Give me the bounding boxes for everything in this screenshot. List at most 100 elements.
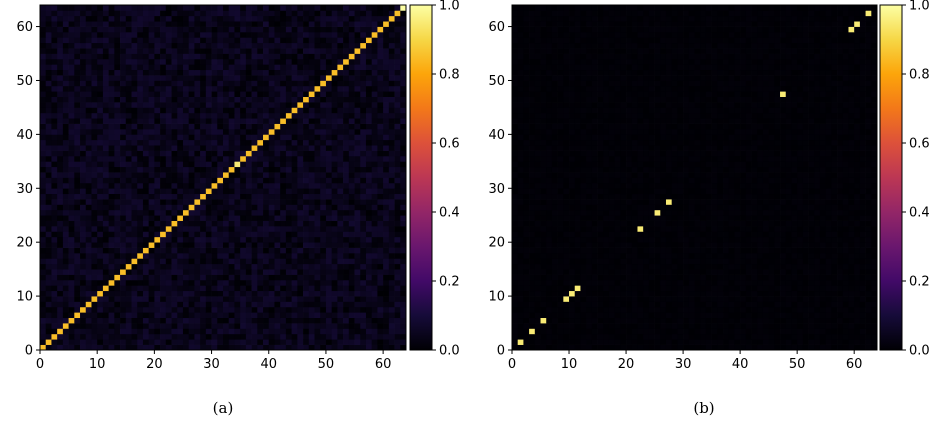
heatmap-cell bbox=[383, 274, 390, 281]
heatmap-cell bbox=[211, 339, 218, 345]
heatmap-cell bbox=[200, 279, 207, 286]
heatmap-cell bbox=[308, 323, 315, 329]
heatmap-cell bbox=[45, 339, 52, 345]
heatmap-cell bbox=[148, 306, 155, 313]
heatmap-cell bbox=[377, 134, 384, 141]
heatmap-cell bbox=[251, 328, 258, 335]
heatmap-cell bbox=[400, 215, 407, 221]
heatmap-cell bbox=[171, 177, 178, 184]
heatmap-cell bbox=[234, 139, 241, 146]
heatmap-cell bbox=[637, 333, 644, 340]
heatmap-cell bbox=[297, 21, 304, 27]
heatmap-cell bbox=[148, 21, 155, 27]
heatmap-cell bbox=[142, 177, 150, 184]
heatmap-cell bbox=[234, 145, 241, 151]
heatmap-cell bbox=[171, 112, 178, 119]
heatmap-cell bbox=[171, 236, 178, 243]
heatmap-cell bbox=[631, 328, 638, 335]
heatmap-cell bbox=[637, 285, 644, 292]
heatmap-cell bbox=[171, 5, 178, 11]
heatmap-cell bbox=[40, 312, 47, 319]
heatmap-cell bbox=[160, 296, 167, 302]
heatmap-cell bbox=[394, 258, 401, 265]
heatmap-cell bbox=[194, 339, 201, 345]
heatmap-cell bbox=[85, 247, 92, 254]
heatmap-cell bbox=[263, 48, 270, 54]
heatmap-cell bbox=[377, 188, 384, 195]
heatmap-cell bbox=[331, 172, 338, 178]
heatmap-cell bbox=[331, 344, 338, 351]
heatmap-cell bbox=[626, 312, 633, 319]
heatmap-cell bbox=[154, 96, 161, 103]
heatmap-cell bbox=[325, 323, 333, 329]
heatmap-cell bbox=[394, 155, 401, 162]
heatmap-cell bbox=[240, 215, 247, 221]
heatmap-cell bbox=[171, 118, 178, 124]
heatmap-cell bbox=[297, 155, 304, 162]
heatmap-cell bbox=[263, 112, 270, 119]
heatmap-cell bbox=[154, 236, 161, 243]
heatmap-cell bbox=[51, 193, 58, 200]
heatmap-cell bbox=[211, 21, 218, 27]
heatmap-cell bbox=[125, 242, 132, 248]
heatmap-cell bbox=[557, 317, 564, 324]
heatmap-cell bbox=[608, 301, 615, 308]
heatmap-cell bbox=[85, 215, 92, 221]
heatmap-cell bbox=[303, 344, 310, 351]
heatmap-cell bbox=[223, 296, 230, 302]
heatmap-cell bbox=[354, 177, 361, 184]
heatmap-cell bbox=[137, 48, 144, 54]
heatmap-cell bbox=[188, 296, 195, 302]
heatmap-cell bbox=[80, 323, 87, 329]
heatmap-cell bbox=[131, 306, 138, 313]
heatmap-cell bbox=[205, 323, 212, 329]
heatmap-cell bbox=[325, 69, 333, 76]
heatmap-cell bbox=[234, 166, 241, 173]
heatmap-cell bbox=[165, 64, 172, 71]
heatmap-cell bbox=[228, 333, 235, 340]
heatmap-cell bbox=[285, 344, 292, 351]
heatmap-cell bbox=[268, 64, 275, 71]
heatmap-cell bbox=[280, 323, 287, 329]
heatmap-cell bbox=[62, 85, 69, 92]
heatmap-cell bbox=[280, 226, 287, 232]
heatmap-cell bbox=[337, 5, 344, 11]
heatmap-cell bbox=[780, 344, 787, 351]
heatmap-cell bbox=[234, 247, 241, 254]
heatmap-cell bbox=[400, 252, 407, 259]
heatmap-cell bbox=[768, 333, 775, 340]
heatmap-cell bbox=[677, 296, 684, 302]
heatmap-cell bbox=[45, 123, 52, 130]
heatmap-cell bbox=[223, 123, 230, 130]
heatmap-cell bbox=[297, 48, 304, 54]
heatmap-cell bbox=[365, 199, 373, 205]
heatmap-cell bbox=[125, 139, 132, 146]
heatmap-cell bbox=[228, 220, 235, 227]
heatmap-cell bbox=[188, 339, 195, 345]
heatmap-cell bbox=[160, 263, 167, 270]
heatmap-cell bbox=[211, 177, 218, 184]
heatmap-cell bbox=[223, 242, 230, 248]
heatmap-cell bbox=[102, 328, 109, 335]
heatmap-cell bbox=[377, 263, 384, 270]
heatmap-cell bbox=[314, 172, 321, 178]
heatmap-cell bbox=[148, 64, 155, 71]
heatmap-cell bbox=[320, 80, 327, 87]
heatmap-cell bbox=[40, 231, 47, 238]
heatmap-cell bbox=[85, 269, 92, 275]
heatmap-cell bbox=[234, 91, 241, 97]
heatmap-cell bbox=[68, 328, 75, 335]
heatmap-cell bbox=[114, 306, 121, 313]
heatmap-cell bbox=[234, 172, 241, 178]
heatmap-cell bbox=[188, 328, 195, 335]
heatmap-cell bbox=[671, 317, 678, 324]
heatmap-cell bbox=[102, 252, 109, 259]
heatmap-cell bbox=[251, 193, 258, 200]
heatmap-cell bbox=[114, 150, 121, 157]
heatmap-cell bbox=[182, 296, 190, 302]
heatmap-cell bbox=[512, 339, 519, 345]
heatmap-cell bbox=[217, 312, 224, 319]
heatmap-cell bbox=[120, 188, 127, 195]
heatmap-cell bbox=[137, 161, 144, 168]
heatmap-cell bbox=[228, 31, 235, 38]
